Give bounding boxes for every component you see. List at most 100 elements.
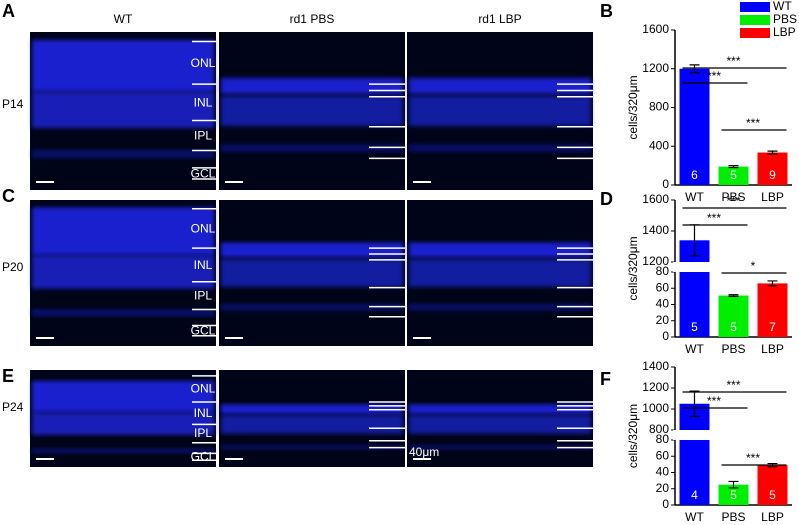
- x-tick-label: PBS: [721, 190, 745, 204]
- y-tick-label: 800: [649, 422, 669, 436]
- y-tick-label: 80: [656, 264, 670, 278]
- cell-layer: [409, 415, 591, 434]
- y-tick-label: 1600: [642, 192, 669, 206]
- significance-label: ***: [707, 211, 721, 225]
- axis-break: [673, 262, 794, 272]
- legend-swatch: [740, 15, 770, 25]
- error-bar: [767, 280, 778, 287]
- row-label: P24: [2, 400, 24, 414]
- panel-letter: A: [2, 1, 15, 21]
- bar: [757, 283, 788, 337]
- cell-layer: [409, 78, 591, 94]
- panel-letter: C: [2, 186, 15, 206]
- n-label: 5: [730, 320, 737, 334]
- bar: [679, 240, 710, 337]
- cell-layer: [221, 259, 403, 287]
- column-header: rd1 LBP: [478, 12, 521, 26]
- cell-layer: [409, 144, 591, 152]
- significance-label: ***: [746, 116, 760, 130]
- legend-label: LBP: [773, 25, 796, 39]
- x-tick-label: PBS: [721, 342, 745, 356]
- x-tick-label: LBP: [761, 342, 784, 356]
- cell-layer: [409, 303, 591, 311]
- y-tick-label: 20: [656, 313, 670, 327]
- scale-bar-label: 40μm: [409, 445, 439, 459]
- y-tick-label: 60: [656, 280, 670, 294]
- significance-label: ***: [726, 54, 740, 68]
- n-label: 9: [769, 168, 776, 182]
- y-tick-label: 1000: [642, 401, 669, 415]
- y-tick-label: 1200: [642, 254, 669, 268]
- y-axis-label: cells/320μm: [626, 236, 640, 300]
- y-tick-label: 40: [656, 297, 670, 311]
- layer-label: GCL: [191, 449, 216, 463]
- y-tick-label: 20: [656, 481, 670, 495]
- y-tick-label: 0: [662, 177, 669, 191]
- panel-letter: E: [2, 366, 14, 386]
- significance-label: ***: [746, 451, 760, 465]
- row-label: P20: [2, 260, 24, 274]
- column-header: rd1 PBS: [290, 12, 335, 26]
- y-tick-label: 1400: [642, 359, 669, 373]
- cell-layer: [32, 412, 214, 435]
- significance-label: ***: [726, 378, 740, 392]
- y-tick-label: 0: [662, 329, 669, 343]
- layer-label: ONL: [191, 221, 216, 235]
- layer-label: IPL: [194, 289, 212, 303]
- n-label: 5: [730, 488, 737, 502]
- y-axis-label: cells/320μm: [626, 404, 640, 468]
- panel-letter: B: [600, 1, 613, 21]
- n-label: 5: [730, 168, 737, 182]
- panel-letter: F: [600, 369, 611, 389]
- bar: [679, 68, 710, 185]
- bar: [718, 295, 749, 337]
- charts: Bcells/320μm040080012001600WT6PBS5LBP9**…: [600, 0, 797, 524]
- x-tick-label: WT: [685, 510, 704, 524]
- legend-label: WT: [773, 0, 792, 13]
- bar: [679, 403, 710, 505]
- x-tick-label: LBP: [761, 510, 784, 524]
- bar: [718, 484, 749, 505]
- column-header: WT: [114, 12, 133, 26]
- cell-layer: [221, 144, 403, 152]
- cell-layer: [221, 303, 403, 311]
- cell-layer: [32, 380, 214, 413]
- n-label: 4: [691, 488, 698, 502]
- cell-layer: [32, 448, 214, 454]
- error-bar: [689, 64, 700, 74]
- cell-layer: [409, 259, 591, 287]
- layer-label: IPL: [194, 128, 212, 142]
- error-bar: [728, 165, 739, 169]
- layer-label: INL: [194, 95, 213, 109]
- error-bar: [728, 294, 739, 297]
- y-tick-label: 1400: [642, 223, 669, 237]
- error-bar: [767, 150, 778, 155]
- layer-label: GCL: [191, 166, 216, 180]
- n-label: 7: [769, 320, 776, 334]
- y-axis-label: cells/320μm: [626, 75, 640, 139]
- y-tick-label: 60: [656, 448, 670, 462]
- cell-layer: [221, 404, 403, 415]
- y-tick-label: 1200: [642, 380, 669, 394]
- cell-layer: [221, 78, 403, 94]
- layer-label: INL: [194, 406, 213, 420]
- cell-layer: [32, 309, 214, 317]
- significance-label: ***: [726, 194, 740, 208]
- n-label: 5: [691, 320, 698, 334]
- significance-label: ***: [707, 394, 721, 408]
- y-tick-label: 1600: [642, 22, 669, 36]
- cell-layer: [32, 207, 214, 256]
- layer-label: GCL: [191, 324, 216, 338]
- cell-layer: [32, 92, 214, 128]
- error-bar: [728, 480, 739, 489]
- cell-layer: [409, 242, 591, 258]
- cell-layer: [221, 242, 403, 258]
- bar: [757, 465, 788, 505]
- y-tick-label: 0: [662, 497, 669, 511]
- y-tick-label: 80: [656, 432, 670, 446]
- x-tick-label: WT: [685, 190, 704, 204]
- significance-label: *: [751, 259, 756, 273]
- cell-layer: [32, 150, 214, 158]
- cell-layer: [32, 255, 214, 289]
